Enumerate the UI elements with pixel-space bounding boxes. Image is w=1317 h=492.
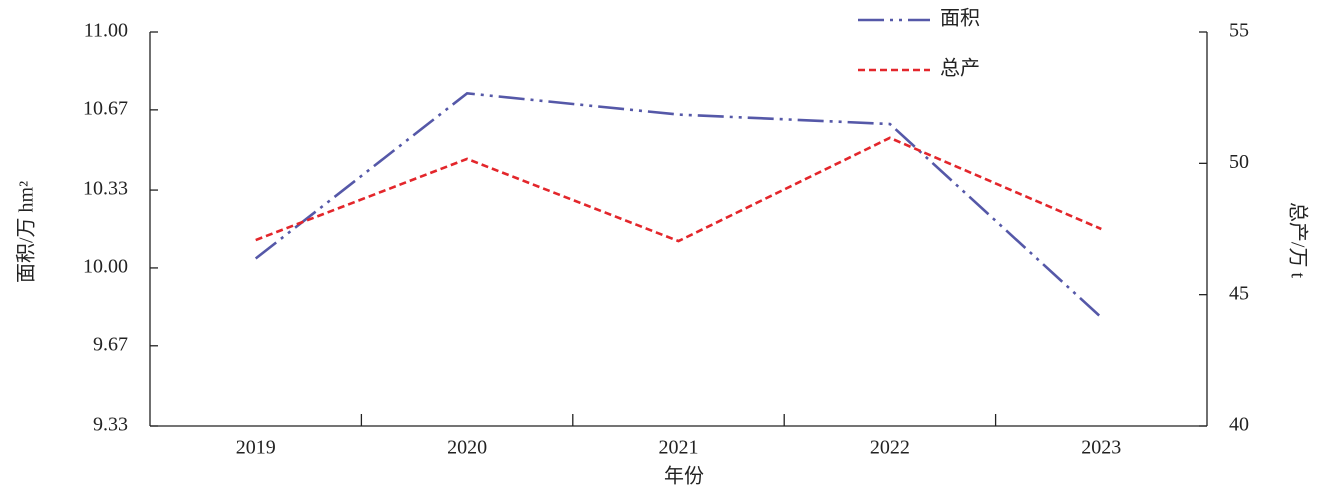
x-tick-label: 2023 [1081,437,1121,459]
y2-tick-label: 40 [1229,414,1249,436]
line-series [255,136,1102,243]
x-tick-label: 2020 [447,437,487,459]
y-tick-label: 9.67 [93,333,128,355]
line-series [254,91,1103,319]
y-tick-label: 9.33 [93,414,128,436]
legend-label: 总产 [940,57,980,80]
y2-tick-label: 50 [1229,151,1249,173]
x-tick-label: 2022 [870,437,910,459]
y-tick-label: 10.00 [83,256,128,278]
y-tick-label: 11.00 [84,20,128,42]
x-tick-label: 2019 [236,437,276,459]
x-axis-label: 年份 [664,465,704,488]
legend-label: 面积 [940,7,980,30]
x-tick-label: 2021 [659,437,699,459]
y-tick-label: 10.67 [83,97,128,119]
y2-axis-label: 总产/万 t [1286,202,1309,279]
y-tick-label: 10.33 [83,178,128,200]
y2-tick-label: 55 [1229,20,1249,42]
y-axis-label: 面积/万 hm² [15,181,38,283]
y2-tick-label: 45 [1229,282,1249,304]
